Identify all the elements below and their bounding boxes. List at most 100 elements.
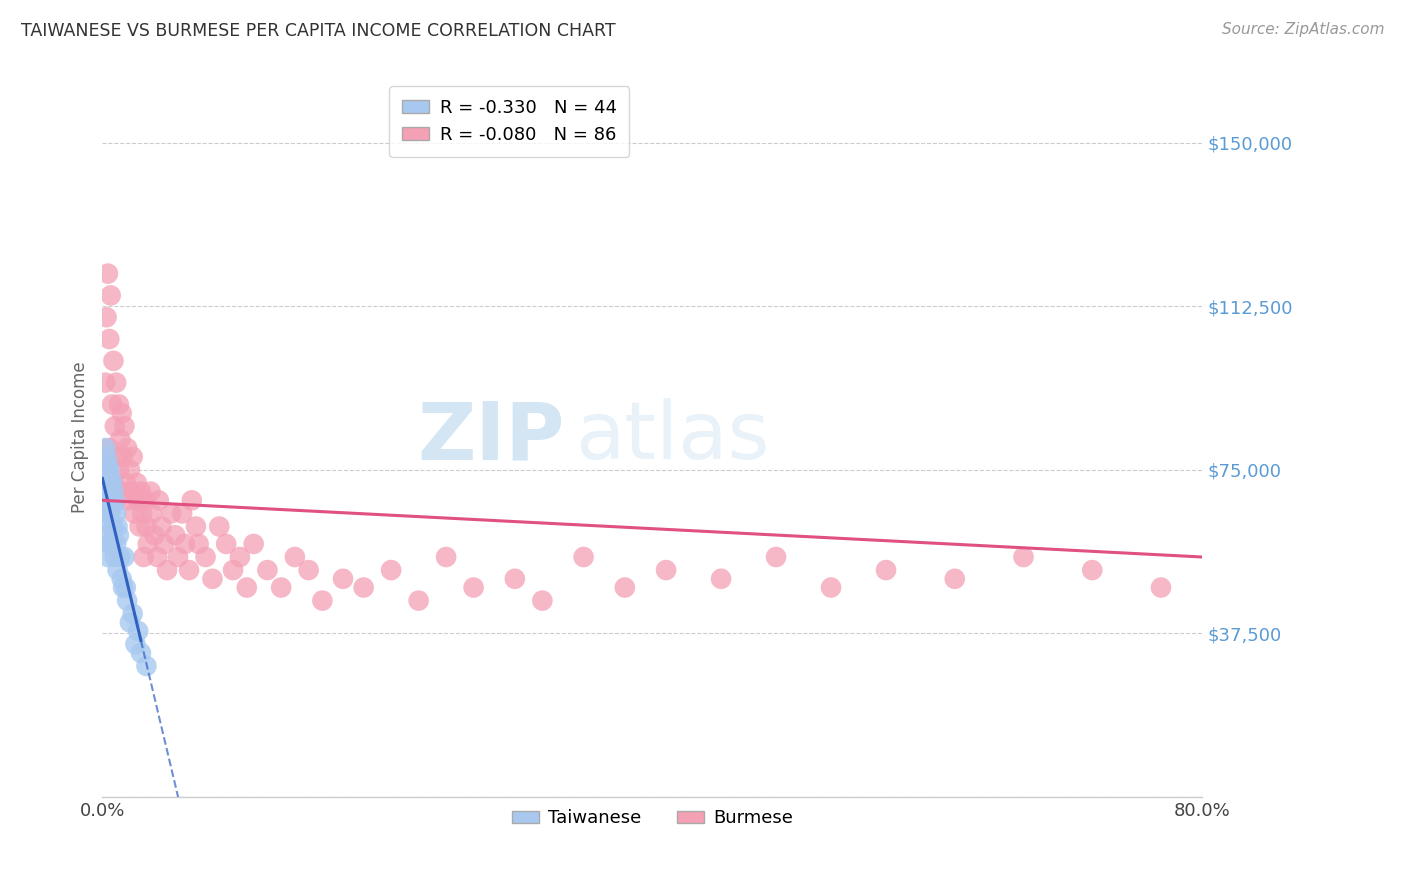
Point [184, 519, 207, 533]
Point [93, 493, 115, 508]
Point [236, 581, 259, 595]
Point [139, 484, 162, 499]
Point [101, 397, 124, 411]
Point [110, 549, 132, 564]
Point [125, 475, 148, 490]
Point [1150, 581, 1173, 595]
Point [298, 563, 321, 577]
Point [160, 507, 183, 521]
Point [127, 493, 149, 508]
Point [156, 563, 179, 577]
Point [120, 484, 142, 499]
Point [107, 563, 129, 577]
Point [172, 507, 194, 521]
Point [98, 332, 121, 346]
Point [710, 572, 733, 586]
Point [167, 549, 190, 564]
Point [114, 581, 136, 595]
Point [408, 593, 430, 607]
Point [127, 624, 149, 639]
Point [103, 519, 125, 533]
Point [135, 659, 157, 673]
Point [105, 507, 128, 521]
Point [96, 528, 118, 542]
Legend: Taiwanese, Burmese: Taiwanese, Burmese [505, 802, 800, 835]
Point [201, 572, 224, 586]
Point [97, 458, 120, 473]
Point [146, 549, 169, 564]
Point [94, 507, 117, 521]
Point [208, 519, 231, 533]
Point [148, 493, 170, 508]
Point [1012, 549, 1035, 564]
Point [98, 463, 121, 477]
Point [131, 507, 153, 521]
Point [108, 397, 131, 411]
Point [96, 310, 118, 325]
Point [177, 563, 200, 577]
Point [194, 549, 217, 564]
Point [180, 493, 202, 508]
Point [943, 572, 966, 586]
Point [135, 519, 157, 533]
Point [174, 537, 197, 551]
Point [215, 537, 238, 551]
Point [875, 563, 897, 577]
Point [96, 484, 118, 499]
Point [150, 519, 173, 533]
Point [112, 419, 135, 434]
Point [256, 563, 278, 577]
Point [765, 549, 787, 564]
Point [353, 581, 375, 595]
Point [107, 519, 129, 533]
Point [531, 593, 554, 607]
Point [100, 493, 122, 508]
Point [121, 607, 143, 621]
Point [108, 528, 131, 542]
Point [165, 528, 187, 542]
Point [132, 549, 155, 564]
Point [105, 493, 128, 508]
Point [129, 484, 152, 499]
Point [128, 519, 150, 533]
Point [820, 581, 842, 595]
Point [104, 419, 127, 434]
Point [153, 537, 176, 551]
Point [572, 549, 595, 564]
Point [118, 615, 141, 630]
Point [103, 475, 125, 490]
Point [187, 537, 209, 551]
Text: atlas: atlas [575, 398, 769, 476]
Point [311, 593, 333, 607]
Point [112, 450, 135, 464]
Point [96, 467, 118, 482]
Point [134, 493, 156, 508]
Point [115, 441, 138, 455]
Point [104, 549, 127, 564]
Point [111, 406, 134, 420]
Point [97, 549, 120, 564]
Point [434, 549, 457, 564]
Point [98, 537, 121, 551]
Point [115, 593, 138, 607]
Point [117, 493, 139, 508]
Point [93, 463, 115, 477]
Point [96, 450, 118, 464]
Point [284, 549, 307, 564]
Point [655, 563, 678, 577]
Point [108, 463, 131, 477]
Point [229, 549, 252, 564]
Point [105, 376, 128, 390]
Point [94, 475, 117, 490]
Point [101, 475, 124, 490]
Point [124, 637, 146, 651]
Point [122, 507, 145, 521]
Point [1081, 563, 1104, 577]
Point [136, 537, 159, 551]
Point [121, 450, 143, 464]
Point [103, 484, 125, 499]
Point [98, 484, 121, 499]
Point [129, 646, 152, 660]
Point [222, 563, 245, 577]
Text: Source: ZipAtlas.com: Source: ZipAtlas.com [1222, 22, 1385, 37]
